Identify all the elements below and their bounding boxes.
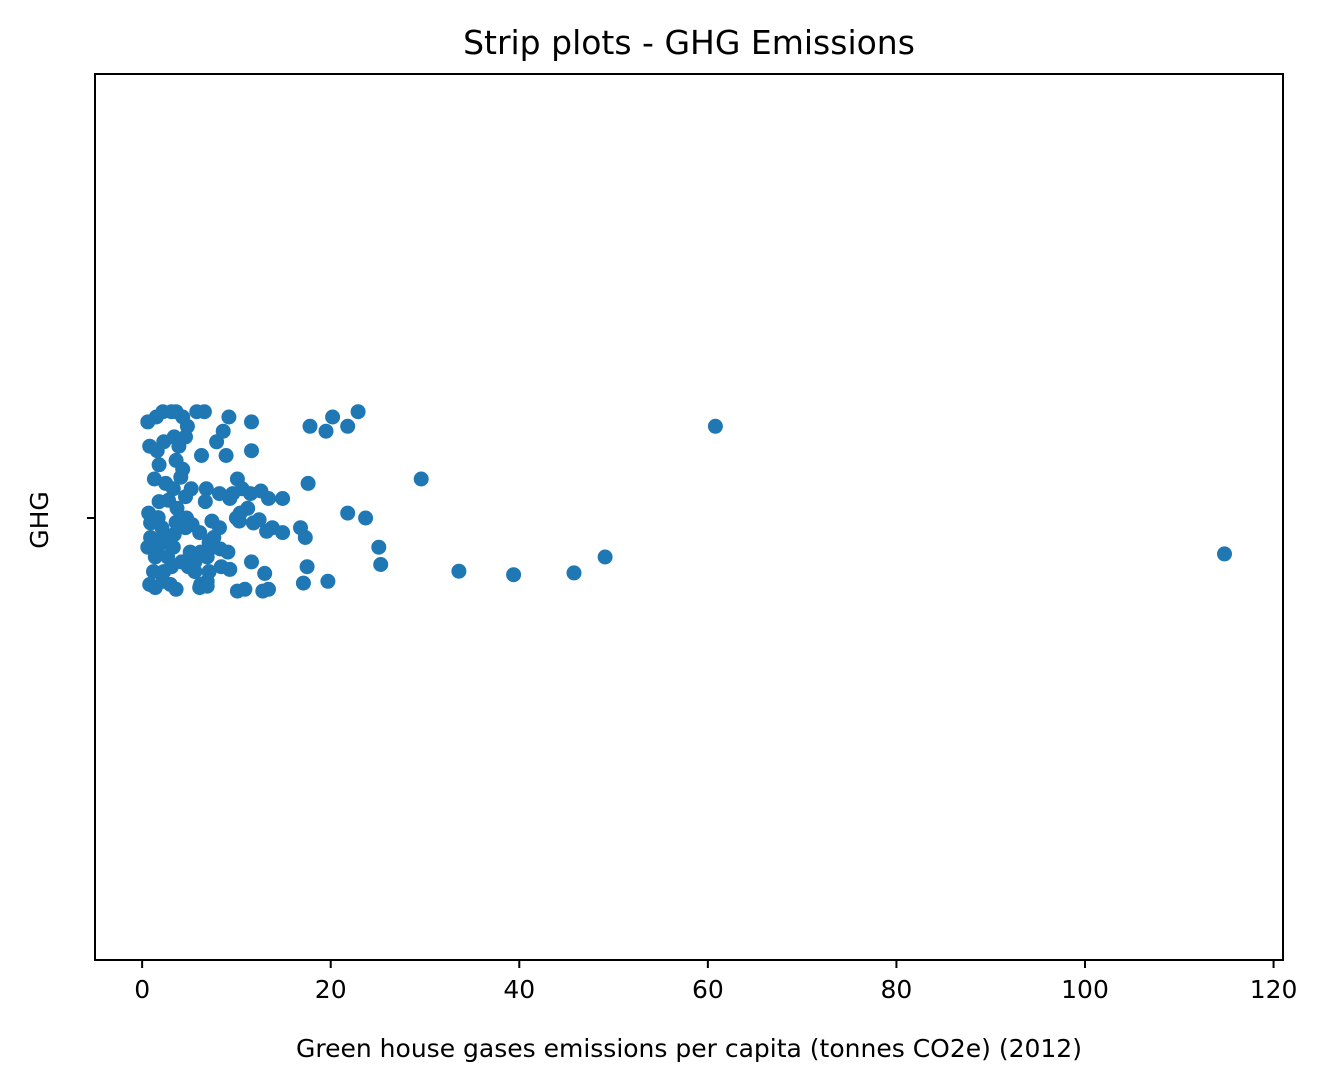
data-point <box>178 429 193 445</box>
data-point <box>244 443 259 459</box>
data-point <box>597 549 613 565</box>
data-point <box>451 563 467 579</box>
data-point <box>178 520 193 536</box>
data-point <box>275 491 291 506</box>
chart-title: Strip plots - GHG Emissions <box>463 23 915 62</box>
data-point <box>222 491 238 506</box>
data-point <box>199 578 215 594</box>
data-point <box>143 515 159 531</box>
data-point <box>237 581 253 597</box>
x-tick-label: 100 <box>1061 975 1109 1004</box>
data-point <box>147 549 163 565</box>
x-axis-label: Green house gases emissions per capita (… <box>296 1034 1082 1063</box>
data-point <box>178 489 193 505</box>
data-point <box>302 418 318 434</box>
data-point <box>146 564 161 580</box>
data-point <box>231 513 247 529</box>
data-point <box>187 564 203 580</box>
x-tick-label: 60 <box>692 975 724 1004</box>
data-point <box>222 561 238 577</box>
data-point <box>261 491 276 506</box>
data-point <box>215 423 231 439</box>
data-point <box>340 505 356 521</box>
x-tick-label: 120 <box>1250 975 1298 1004</box>
data-point <box>194 448 209 463</box>
x-axis: 0 20 40 60 80 100 120 <box>134 960 1297 1004</box>
data-point <box>169 500 185 516</box>
data-point <box>1217 546 1232 562</box>
data-point <box>295 575 311 591</box>
data-point <box>192 525 208 541</box>
data-point <box>163 559 179 575</box>
data-point <box>506 567 522 583</box>
data-point <box>325 409 341 425</box>
data-point <box>218 448 234 463</box>
data-point <box>350 404 366 420</box>
data-point <box>320 573 336 589</box>
x-tick-label: 40 <box>503 975 535 1004</box>
data-point <box>413 471 429 487</box>
data-point <box>151 457 167 473</box>
x-tick-label: 20 <box>315 975 347 1004</box>
data-point <box>371 539 387 555</box>
x-tick-label: 80 <box>881 975 913 1004</box>
data-point <box>257 565 273 581</box>
data-point <box>147 580 163 596</box>
points-layer <box>140 404 1232 599</box>
data-point <box>244 554 259 570</box>
data-point <box>173 469 189 485</box>
data-point <box>165 481 181 497</box>
data-point <box>707 418 723 434</box>
data-point <box>299 559 315 575</box>
data-point <box>199 549 215 565</box>
data-point <box>197 494 213 510</box>
data-point <box>221 409 237 425</box>
data-point <box>220 544 236 560</box>
data-point <box>275 525 291 541</box>
data-point <box>340 418 356 434</box>
data-point <box>259 523 275 539</box>
data-point <box>318 423 334 439</box>
data-point <box>146 471 162 487</box>
data-point <box>358 510 374 526</box>
data-point <box>168 581 184 597</box>
data-point <box>566 565 582 581</box>
data-point <box>251 512 267 528</box>
data-point <box>198 481 214 497</box>
x-tick-label: 0 <box>134 975 150 1004</box>
data-point <box>297 530 313 545</box>
y-axis-label: GHG <box>25 491 54 549</box>
data-point <box>300 475 316 491</box>
data-point <box>261 581 276 597</box>
data-point <box>196 404 212 420</box>
data-point <box>373 557 389 572</box>
data-point <box>244 414 259 430</box>
